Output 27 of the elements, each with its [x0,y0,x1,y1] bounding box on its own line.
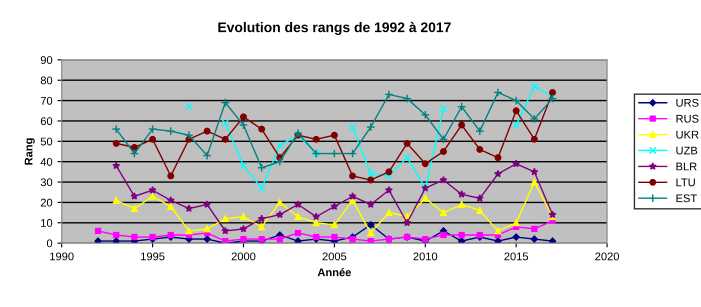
legend-label: EST [676,194,697,202]
y-tick-label: 70 [40,96,52,105]
x-tick-label: 2005 [322,252,346,260]
y-tick-label: 10 [41,219,52,227]
legend-label: LTU [676,178,695,186]
y-tick-label: 90 [40,56,52,64]
x-tick-label: 2000 [232,252,256,260]
y-tick-label: 80 [40,76,52,84]
y-tick-label: 30 [40,178,52,186]
y-axis-title: Rang [24,138,35,165]
legend-label: UKR [676,130,698,139]
x-axis-title: Année [318,268,351,276]
x-tick-label: 1990 [50,252,74,260]
x-tick-label: 2010 [413,252,438,260]
legend-label: URS [676,98,698,107]
legend-label: BLR [676,162,697,170]
x-tick-label: 1995 [141,252,164,260]
y-tick-label: 40 [40,158,52,166]
y-tick-label: 50 [40,138,52,146]
legend-label: RUS [676,114,698,123]
y-tick-label: 0 [46,239,52,248]
x-tick-label: 2015 [504,252,528,260]
y-tick-label: 60 [40,117,52,126]
legend-label: UZB [676,146,698,154]
y-tick-label: 20 [40,198,52,207]
x-tick-label: 2020 [595,252,619,260]
chart-title: Evolution des rangs de 1992 à 2017 [218,22,451,36]
